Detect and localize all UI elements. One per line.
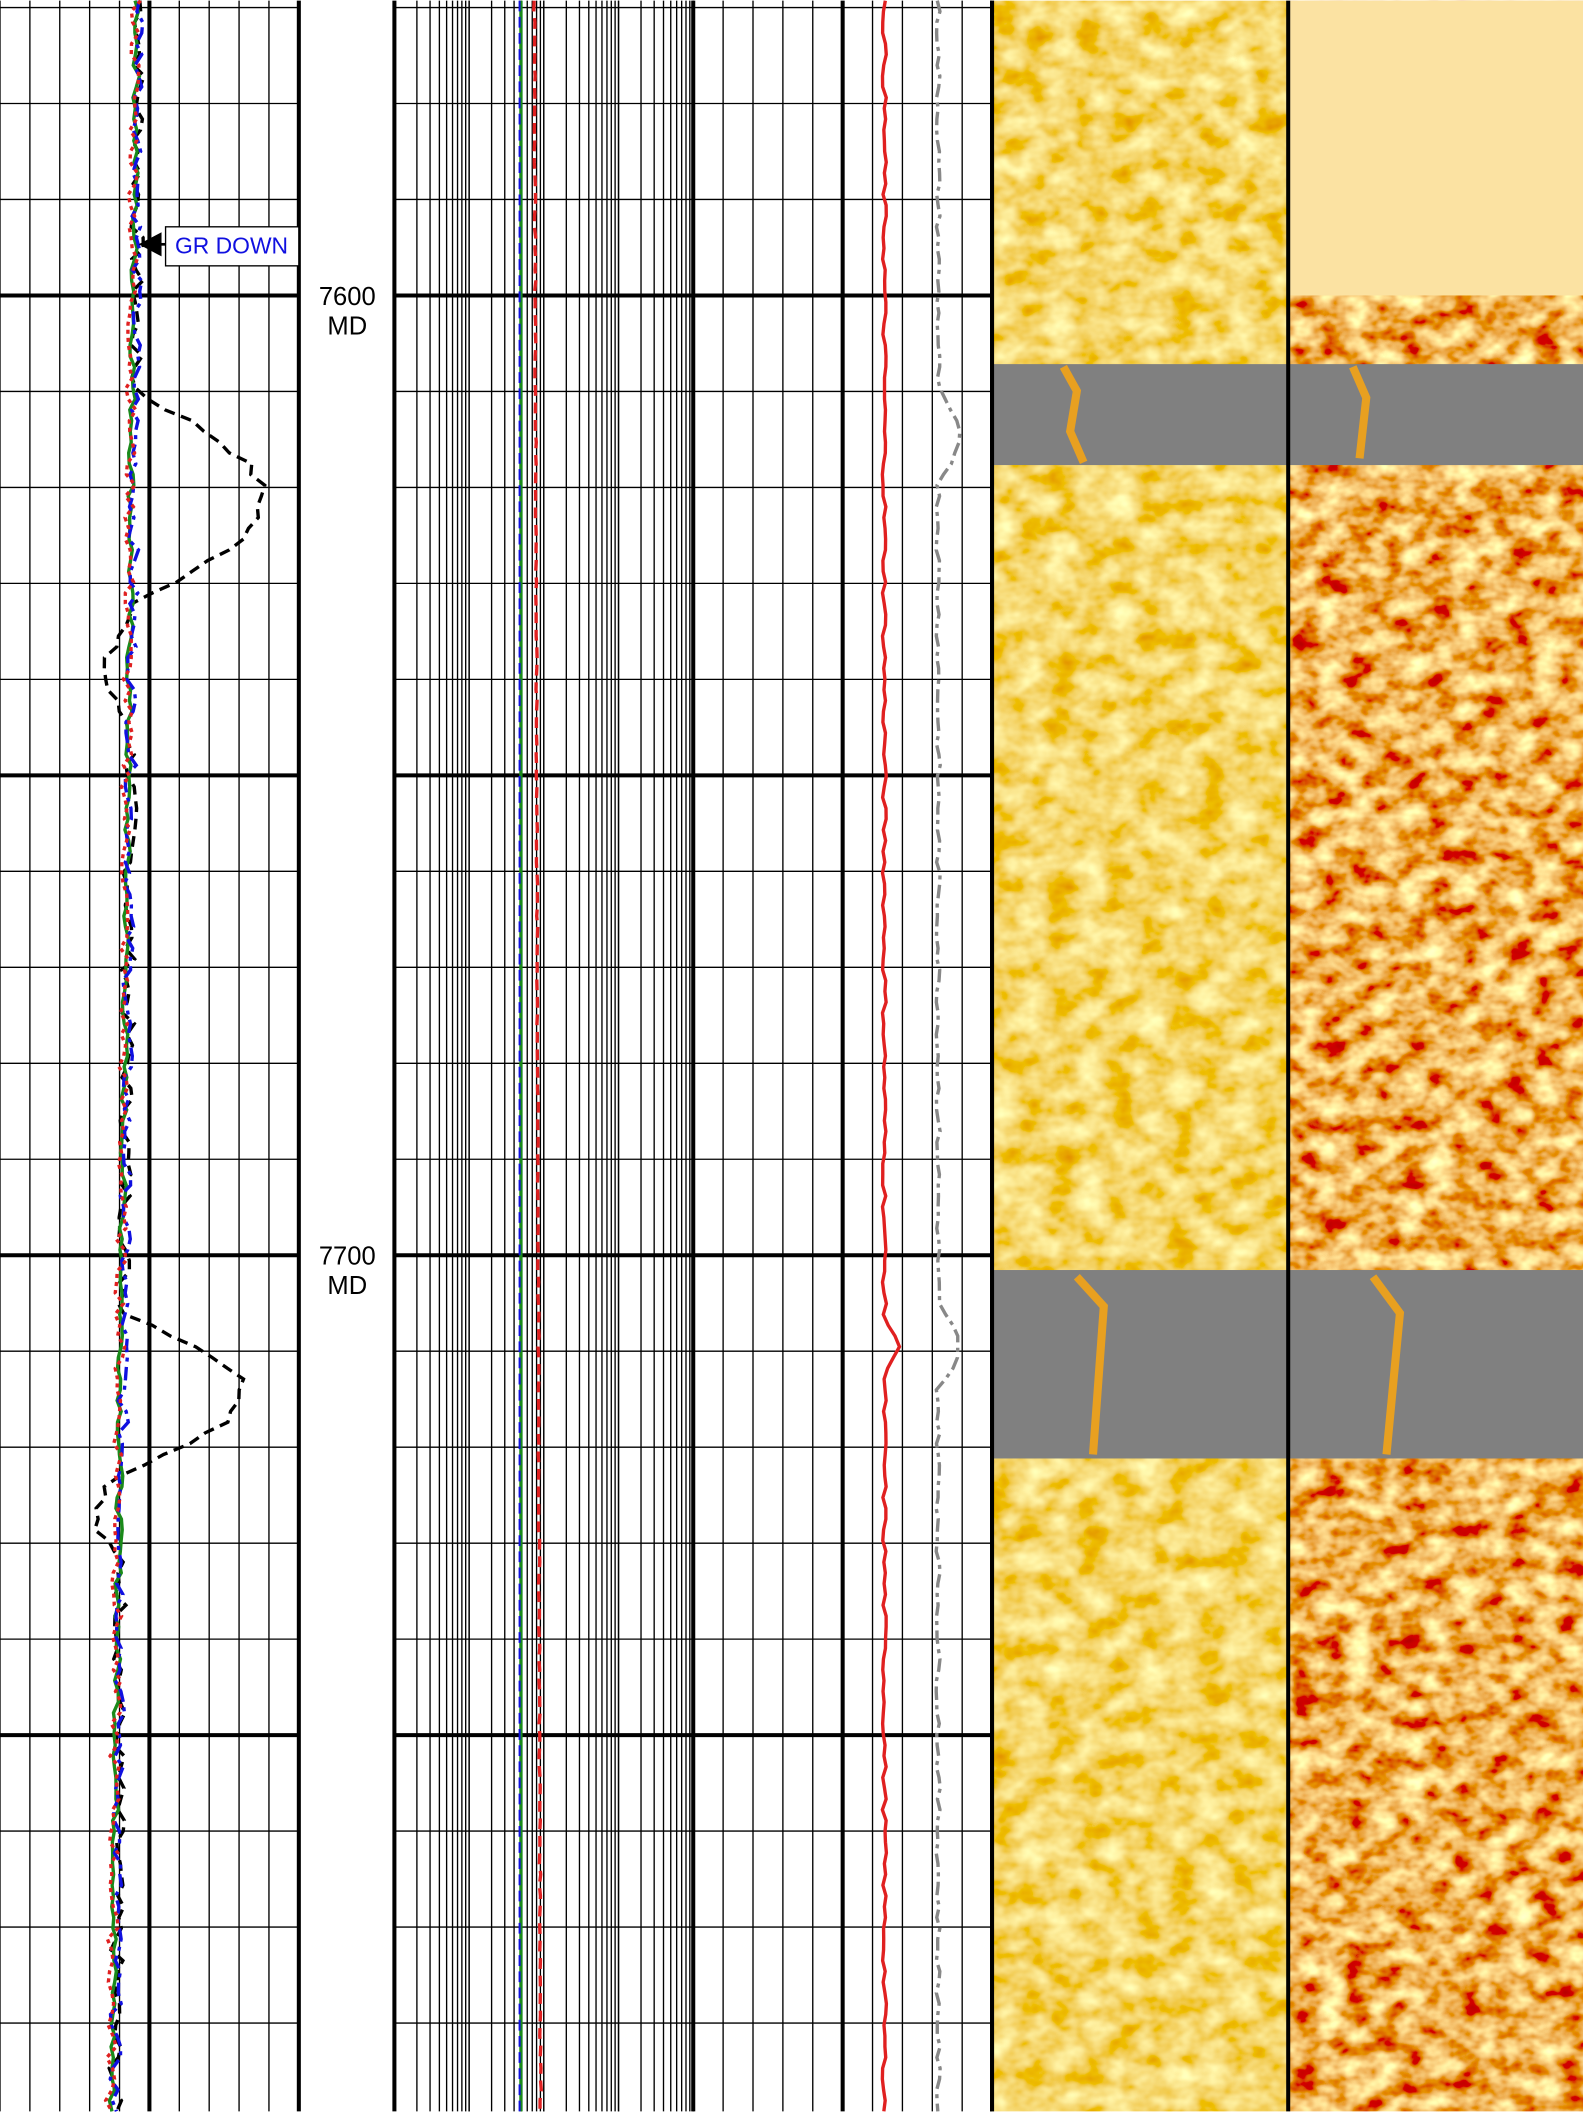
depth-unit: MD — [327, 1272, 367, 1300]
image-track-static — [992, 0, 1289, 2112]
depth-value: 7600 — [319, 283, 376, 311]
log-curve — [532, 0, 543, 2112]
image-track-dynamic — [1288, 0, 1583, 2112]
log-curve — [934, 0, 962, 2112]
image-fracture — [1059, 364, 1405, 1455]
image-tracks — [990, 0, 1583, 2112]
log-curve — [103, 0, 142, 2112]
depth-value: 7700 — [319, 1243, 376, 1271]
log-curve — [108, 0, 145, 2112]
annotation: GR DOWN — [138, 226, 300, 267]
annotation-label: GR DOWN — [175, 233, 288, 259]
image-pale-zone — [1288, 0, 1583, 296]
annotation-box — [164, 226, 300, 267]
depth-labels: 7600 MD 7700 MD — [319, 283, 376, 1300]
depth-unit: MD — [327, 312, 367, 340]
annotation-arrow — [138, 232, 162, 257]
log-curve — [880, 0, 902, 2112]
log-curve — [107, 0, 142, 2112]
grid — [0, 0, 995, 2112]
curves — [92, 0, 962, 2112]
